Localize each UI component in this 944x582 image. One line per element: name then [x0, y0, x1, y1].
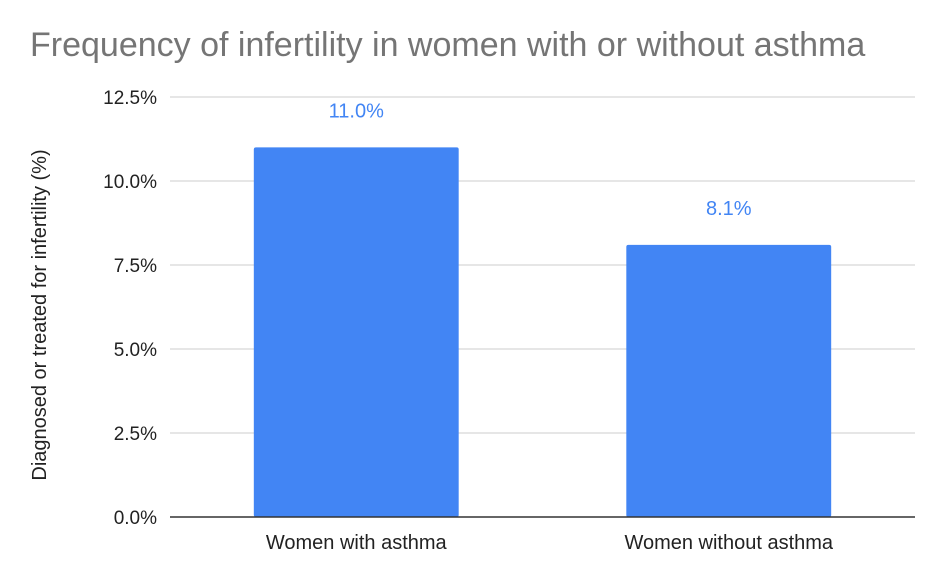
x-tick-label: Women with asthma	[266, 532, 448, 554]
data-labels: 11.0% 8.1%	[329, 100, 752, 219]
data-label: 11.0%	[329, 100, 384, 122]
data-label: 8.1%	[706, 198, 752, 220]
chart-title: Frequency of infertility in women with o…	[30, 26, 866, 64]
y-tick-label: 12.5%	[103, 88, 157, 109]
bar	[253, 147, 459, 517]
y-tick-label: 7.5%	[114, 256, 157, 277]
y-tick-labels: 0.0% 2.5% 5.0% 7.5% 10.0% 12.5%	[103, 88, 157, 529]
y-axis-label: Diagnosed or treated for infertility (%)	[29, 149, 51, 480]
y-tick-label: 0.0%	[114, 508, 157, 529]
y-tick-label: 5.0%	[114, 340, 157, 361]
y-tick-label: 10.0%	[103, 172, 157, 193]
bars	[253, 147, 832, 517]
bar	[626, 244, 832, 517]
x-tick-labels: Women with asthma Women without asthma	[266, 532, 834, 554]
x-tick-label: Women without asthma	[624, 532, 833, 554]
y-tick-label: 2.5%	[114, 424, 157, 445]
